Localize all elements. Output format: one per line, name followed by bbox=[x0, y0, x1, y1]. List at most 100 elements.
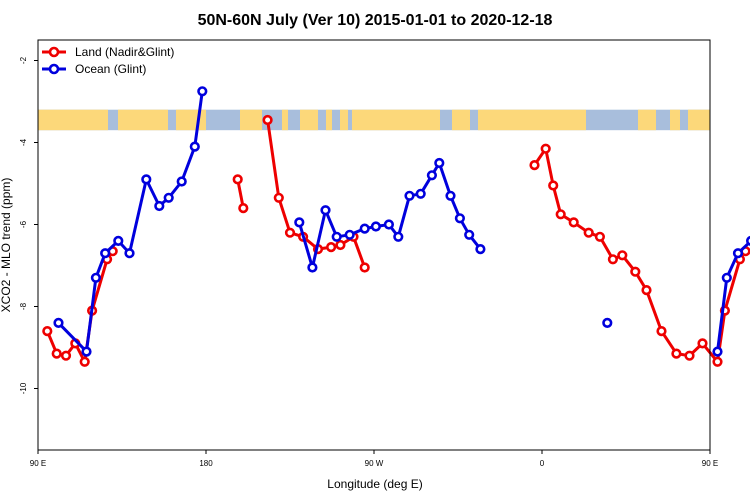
ocean-point bbox=[383, 219, 395, 230]
ocean-point bbox=[434, 157, 445, 169]
ocean-point bbox=[445, 190, 456, 201]
ocean-point bbox=[197, 86, 208, 97]
y-tick-label: -2 bbox=[19, 56, 28, 64]
land-point bbox=[630, 266, 641, 277]
map-band-land-0 bbox=[38, 109, 108, 131]
map-band-land-10 bbox=[478, 109, 586, 131]
ocean-point bbox=[712, 346, 723, 357]
land-point bbox=[529, 160, 540, 171]
land-point bbox=[238, 203, 249, 214]
ocean-point bbox=[163, 192, 174, 203]
map-band-land-8 bbox=[352, 109, 440, 131]
ocean-point bbox=[90, 272, 101, 283]
land-point bbox=[60, 350, 72, 361]
legend-land-marker bbox=[48, 46, 60, 58]
x-tick-label: 90 E bbox=[30, 459, 46, 468]
map-band-land-9 bbox=[452, 109, 470, 131]
y-axis-label: XCO2 - MLO trend (ppm) bbox=[0, 178, 13, 313]
land-point bbox=[712, 356, 723, 367]
map-band-land-11 bbox=[638, 109, 656, 131]
map-band-land-1 bbox=[118, 109, 168, 131]
ocean-point bbox=[602, 317, 613, 329]
map-band-land-5 bbox=[300, 109, 318, 131]
x-axis-label: Longitude (deg E) bbox=[327, 477, 422, 491]
x-tick-label: 0 bbox=[540, 459, 545, 468]
land-point bbox=[273, 192, 284, 203]
map-band-land-3 bbox=[240, 109, 262, 131]
y-tick-label: -4 bbox=[19, 138, 28, 146]
y-axis: -2 -4 -6 -8 -10 bbox=[19, 56, 38, 394]
legend-ocean-label: Ocean (Glint) bbox=[75, 62, 146, 76]
x-tick-label: 90 W bbox=[365, 459, 384, 468]
ocean-point bbox=[124, 248, 135, 259]
land-point bbox=[656, 326, 667, 337]
land-point bbox=[42, 326, 53, 337]
y-tick-label: -8 bbox=[19, 302, 28, 310]
ocean-point bbox=[426, 170, 438, 181]
land-point bbox=[232, 174, 243, 185]
ocean-point bbox=[100, 248, 111, 259]
ocean-point bbox=[370, 221, 382, 232]
land-point bbox=[641, 285, 652, 296]
land-point bbox=[697, 338, 708, 349]
land-point bbox=[594, 231, 606, 242]
ocean-point bbox=[746, 235, 750, 246]
land-point bbox=[326, 242, 337, 253]
legend-ocean-marker bbox=[48, 63, 60, 75]
land-point bbox=[51, 348, 62, 359]
ocean-point bbox=[81, 346, 92, 357]
y-tick-label: -6 bbox=[19, 220, 28, 228]
ocean-point bbox=[415, 188, 426, 199]
series-land bbox=[42, 114, 750, 367]
ocean-point bbox=[154, 200, 165, 212]
map-band-land-12 bbox=[670, 109, 680, 131]
map-band-land-4 bbox=[282, 109, 288, 131]
land-point bbox=[568, 217, 579, 228]
x-axis: 90 E 180 90 W 0 90 E bbox=[30, 450, 718, 468]
legend-land-label: Land (Nadir&Glint) bbox=[75, 45, 174, 59]
plot-series bbox=[42, 86, 750, 367]
ocean-point bbox=[189, 141, 200, 152]
ocean-point bbox=[307, 262, 318, 273]
land-point bbox=[617, 250, 628, 261]
x-tick-label: 180 bbox=[199, 459, 213, 468]
ocean-point bbox=[331, 231, 342, 242]
legend: Land (Nadir&Glint) Ocean (Glint) bbox=[42, 45, 174, 76]
land-point bbox=[607, 254, 619, 265]
land-point bbox=[555, 209, 566, 220]
ocean-point bbox=[732, 248, 744, 259]
ocean-point bbox=[454, 213, 466, 224]
land-point bbox=[262, 114, 273, 126]
land-point bbox=[548, 180, 559, 191]
ocean-point bbox=[721, 272, 732, 283]
map-band-land-7 bbox=[340, 109, 348, 131]
ocean-point bbox=[53, 317, 64, 329]
map-band-land-6 bbox=[326, 109, 332, 131]
ocean-point bbox=[475, 244, 486, 255]
ocean-point bbox=[113, 235, 124, 246]
ocean-line bbox=[57, 91, 204, 354]
land-point bbox=[540, 143, 551, 154]
map-band-land-13 bbox=[688, 109, 710, 131]
ocean-point bbox=[344, 229, 355, 240]
world-map-band bbox=[38, 109, 710, 131]
x-tick-label: 90 E bbox=[702, 459, 718, 468]
ocean-point bbox=[294, 217, 305, 228]
land-point bbox=[284, 227, 296, 238]
map-band-land-2 bbox=[176, 109, 206, 131]
ocean-point bbox=[464, 229, 475, 240]
ocean-point bbox=[359, 223, 370, 234]
ocean-point bbox=[404, 190, 415, 201]
y-tick-label: -10 bbox=[19, 382, 28, 394]
plot-frame bbox=[37, 39, 711, 451]
land-point bbox=[359, 262, 370, 273]
land-point bbox=[583, 227, 594, 238]
land-point bbox=[79, 356, 90, 367]
ocean-point bbox=[176, 176, 187, 187]
land-point bbox=[684, 350, 695, 361]
land-point bbox=[671, 348, 682, 359]
ocean-point bbox=[141, 174, 152, 185]
ocean-point bbox=[320, 205, 331, 216]
chart-title: 50N-60N July (Ver 10) 2015-01-01 to 2020… bbox=[198, 12, 553, 29]
